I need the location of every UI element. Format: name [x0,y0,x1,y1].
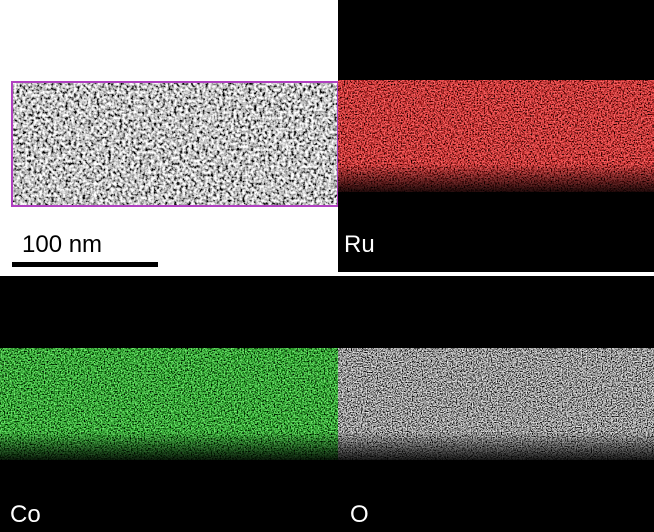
o-fade [338,348,654,460]
tem-image [12,82,338,206]
separator [0,272,654,276]
scale-bar [12,262,158,267]
scale-bar-label: 100 nm [22,231,102,258]
ru-fade [338,80,654,192]
page: 100 nm Ru Co O (() => { const data = JSO… [0,0,654,532]
panel-label: O [350,501,369,528]
panel-label: Ru [344,231,375,258]
panel-label: Co [10,501,41,528]
micrograph-figure: 100 nm Ru Co O [0,0,654,532]
co-fade [0,348,338,460]
